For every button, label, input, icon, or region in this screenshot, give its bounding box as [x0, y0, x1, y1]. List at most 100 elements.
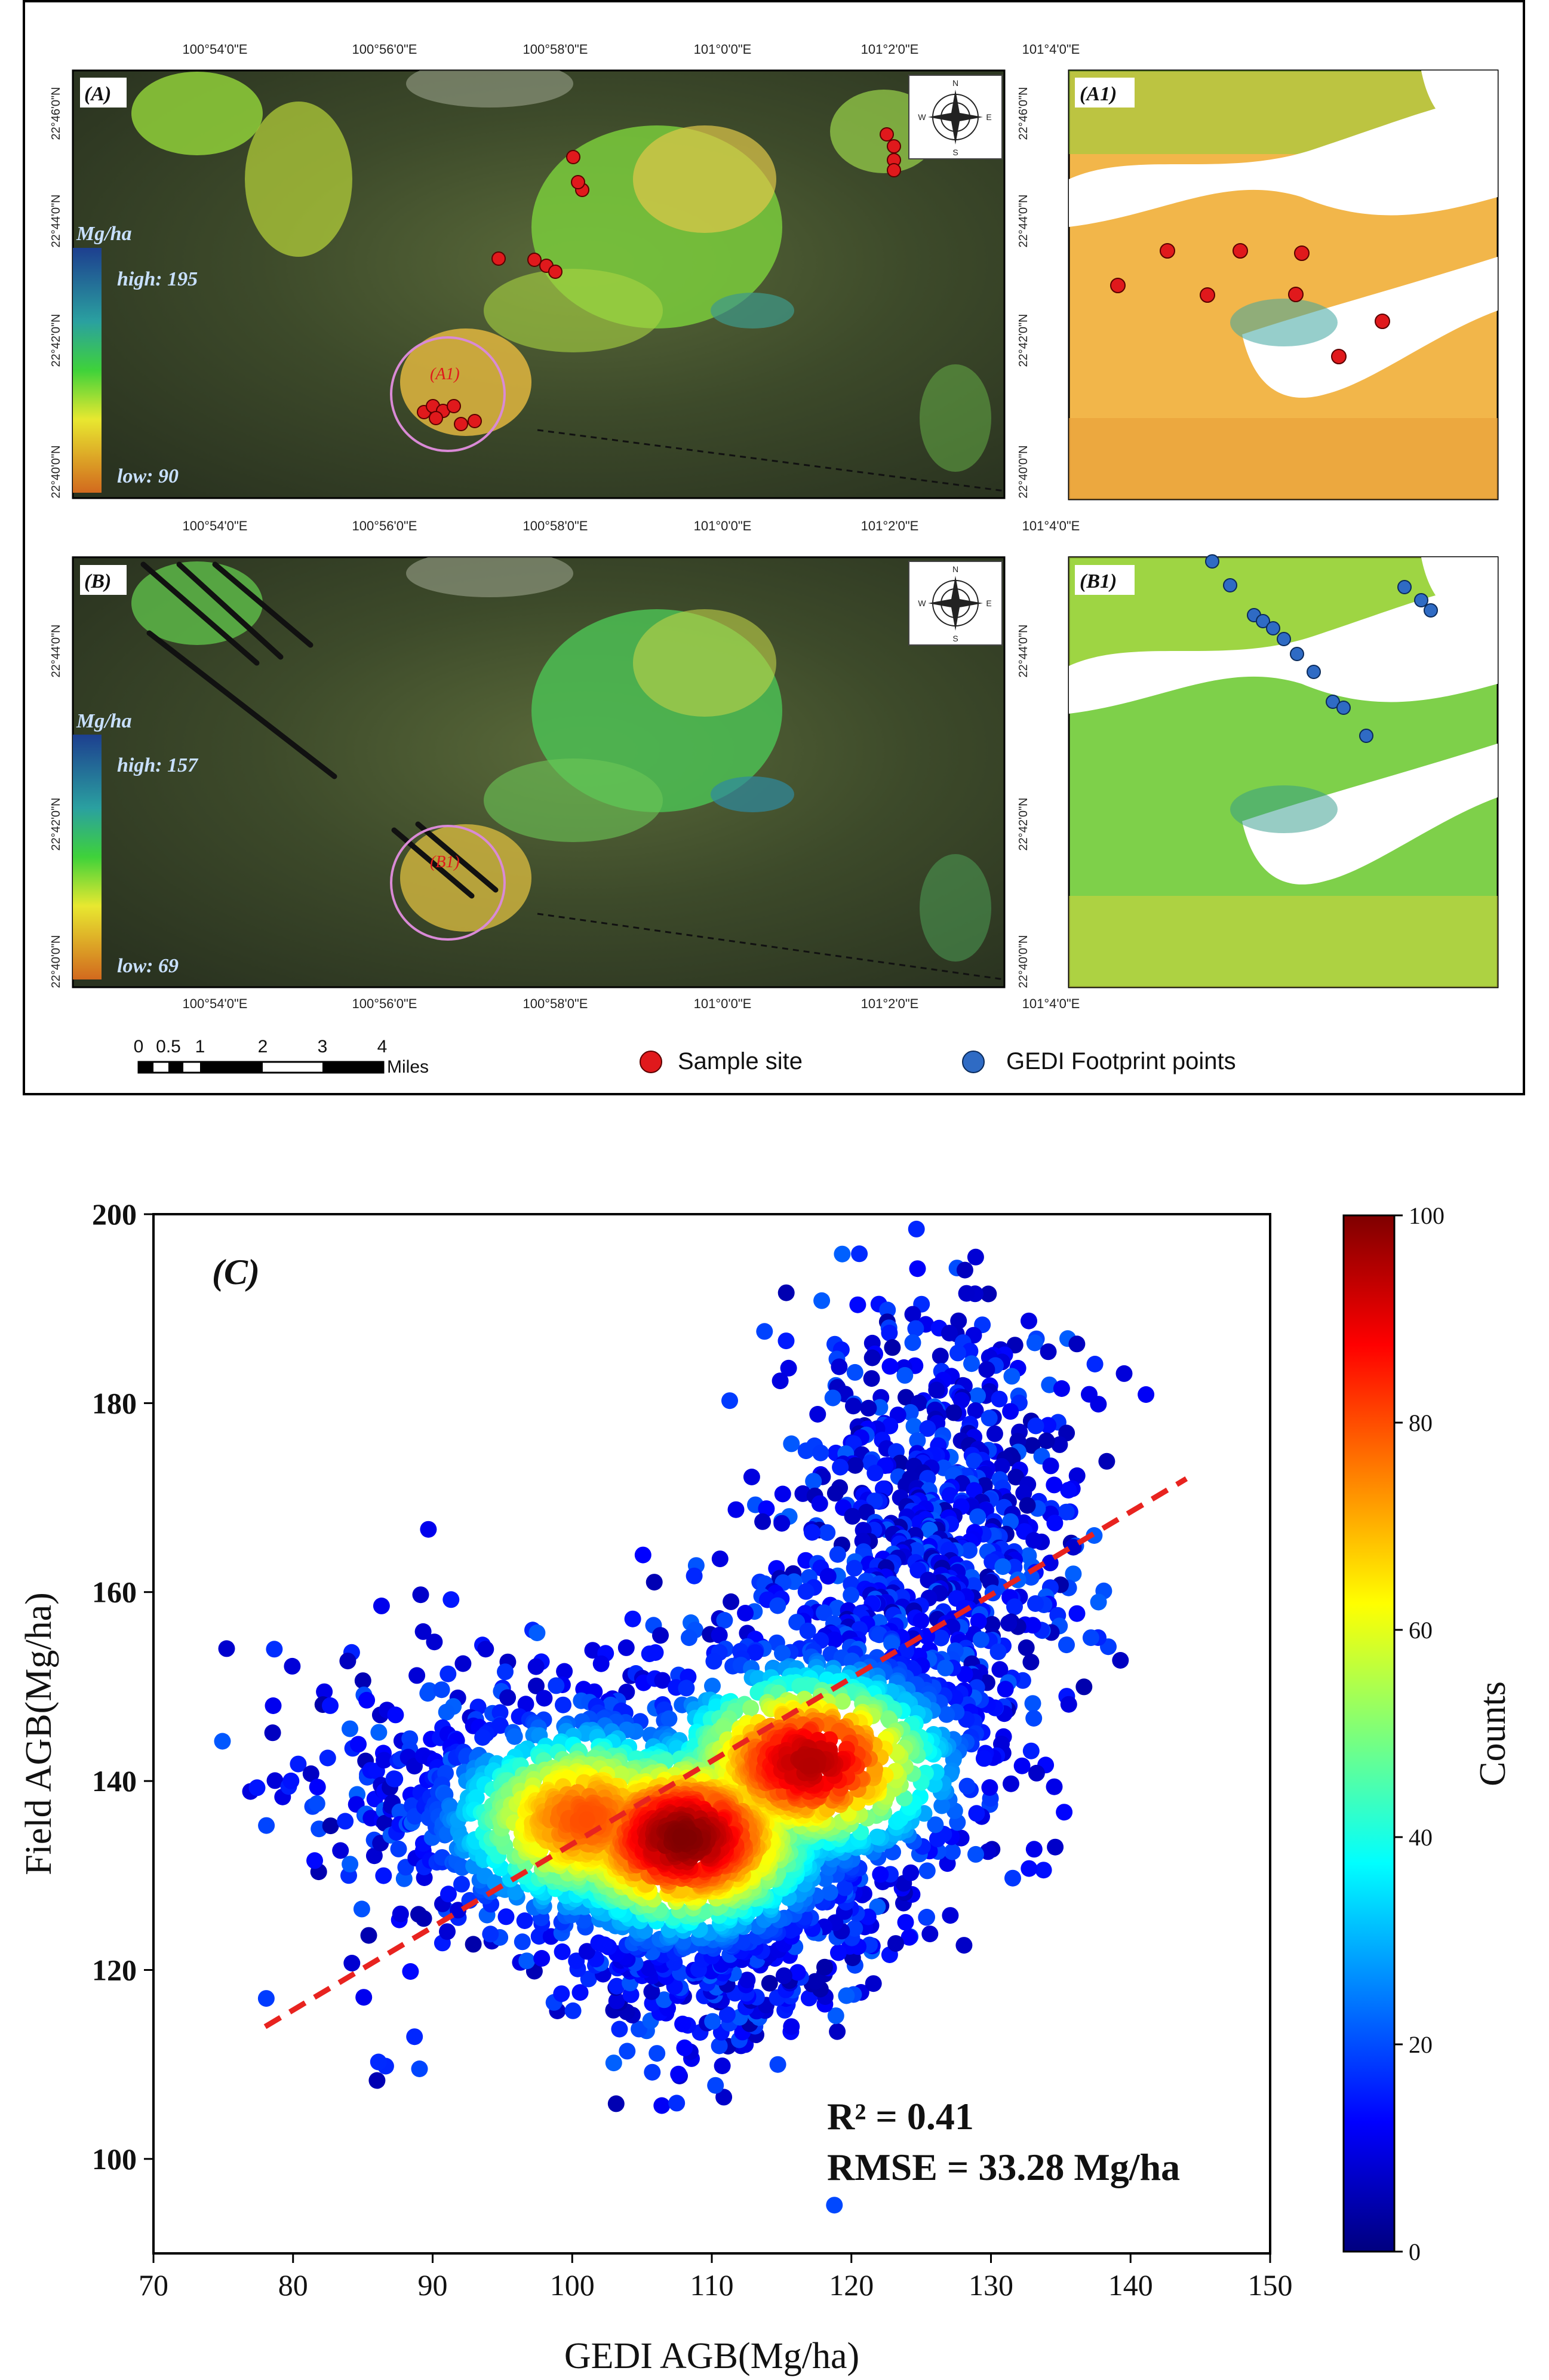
density-point — [686, 1567, 703, 1584]
density-point — [723, 1593, 740, 1610]
density-point — [846, 1920, 863, 1937]
density-point — [831, 1358, 848, 1375]
density-point — [927, 1816, 944, 1834]
density-point — [660, 1710, 678, 1727]
scalebar: 0 0.5 1 2 3 4 Miles — [134, 1037, 429, 1077]
density-point — [813, 1292, 831, 1309]
density-point — [412, 1586, 429, 1604]
density-point — [266, 1772, 284, 1789]
lat-axis-a-right: 22°46'0"N 22°44'0"N 22°42'0"N 22°40'0"N — [1017, 87, 1030, 499]
density-point — [426, 1633, 443, 1651]
density-point — [406, 2028, 423, 2046]
density-point — [584, 1642, 601, 1659]
density-point — [619, 2043, 636, 2060]
density-point — [257, 1990, 275, 2007]
density-point — [902, 1864, 920, 1881]
density-point — [958, 1285, 975, 1302]
density-point — [1060, 1696, 1077, 1713]
inset-panel-a1: (A1) — [1068, 69, 1499, 500]
density-point — [758, 1500, 775, 1518]
density-point — [900, 1928, 918, 1946]
density-point — [440, 1665, 457, 1682]
density-point — [308, 1795, 325, 1812]
density-point — [932, 1347, 949, 1365]
density-point — [799, 1622, 816, 1639]
density-point — [714, 2057, 731, 2074]
density-point — [879, 1301, 896, 1319]
density-point — [783, 2018, 800, 2035]
density-point — [1022, 1742, 1040, 1759]
colorbar-tick-label: 80 — [1409, 1409, 1433, 1436]
density-point — [883, 1635, 900, 1652]
density-point — [670, 2065, 687, 2083]
density-point — [928, 1381, 945, 1399]
lon-tick: 100°56'0"E — [352, 42, 417, 57]
density-point — [1022, 1653, 1040, 1670]
density-point — [921, 1926, 939, 1943]
density-point — [773, 1515, 791, 1532]
density-point — [824, 1389, 841, 1406]
density-point — [777, 1284, 795, 1301]
colorbar-tick-label: 20 — [1409, 2031, 1433, 2058]
density-point — [370, 2053, 387, 2071]
lon-tick: 101°0'0"E — [694, 996, 752, 1011]
density-point — [805, 1473, 822, 1490]
density-point — [844, 1507, 861, 1525]
density-point — [978, 1361, 995, 1378]
density-point — [898, 1642, 914, 1660]
low-label-b: low: 69 — [117, 955, 179, 977]
density-point — [674, 2015, 691, 2032]
lat-tick: 22°40'0"N — [50, 935, 63, 988]
density-point — [554, 1943, 571, 1960]
density-point — [507, 1884, 524, 1900]
density-point — [477, 1641, 494, 1658]
density-point — [1115, 1365, 1133, 1382]
density-point — [707, 2077, 724, 2094]
map-legend: Sample site GEDI Footprint points — [640, 1048, 1236, 1074]
density-point — [1047, 1838, 1064, 1856]
lat-tick: 22°40'0"N — [1017, 935, 1030, 988]
density-point — [868, 1828, 886, 1845]
density-point — [284, 1657, 301, 1675]
panel-label-a: (A) — [84, 83, 111, 105]
density-point — [993, 1458, 1010, 1475]
density-point — [769, 2056, 786, 2073]
density-point — [761, 1974, 778, 1992]
density-point — [819, 1524, 836, 1541]
density-point — [607, 2095, 625, 2112]
unit-label-b: Mg/ha — [76, 710, 132, 732]
density-point — [897, 1914, 914, 1931]
density-point — [1060, 1482, 1077, 1499]
density-point — [337, 1813, 354, 1830]
density-point — [780, 1359, 797, 1377]
density-point — [678, 1679, 695, 1697]
density-point — [555, 1696, 571, 1713]
density-point — [608, 1977, 625, 1995]
density-point — [617, 1639, 635, 1656]
density-point — [1040, 1417, 1057, 1434]
density-point — [1082, 1629, 1099, 1647]
density-point — [596, 1936, 613, 1954]
density-point — [1086, 1356, 1104, 1372]
density-point — [332, 1842, 349, 1859]
lat-tick: 22°44'0"N — [1017, 195, 1030, 248]
density-point — [672, 1828, 689, 1845]
colorbar-tick-label: 100 — [1409, 1202, 1444, 1229]
density-point — [789, 1964, 806, 1981]
density-point — [468, 1789, 485, 1806]
density-point — [442, 1591, 460, 1608]
density-point — [342, 1856, 359, 1873]
density-point — [652, 1627, 669, 1644]
density-point — [375, 1867, 392, 1884]
density-point — [1090, 1396, 1107, 1413]
density-point — [1053, 1380, 1070, 1397]
compass-s: S — [952, 634, 958, 643]
density-point — [1058, 1503, 1075, 1521]
scale-tick: 0.5 — [156, 1037, 181, 1057]
density-point — [592, 1655, 610, 1672]
density-point — [408, 1667, 426, 1684]
density-point — [1025, 1710, 1043, 1727]
density-point — [866, 1464, 884, 1482]
density-point — [634, 1546, 651, 1564]
